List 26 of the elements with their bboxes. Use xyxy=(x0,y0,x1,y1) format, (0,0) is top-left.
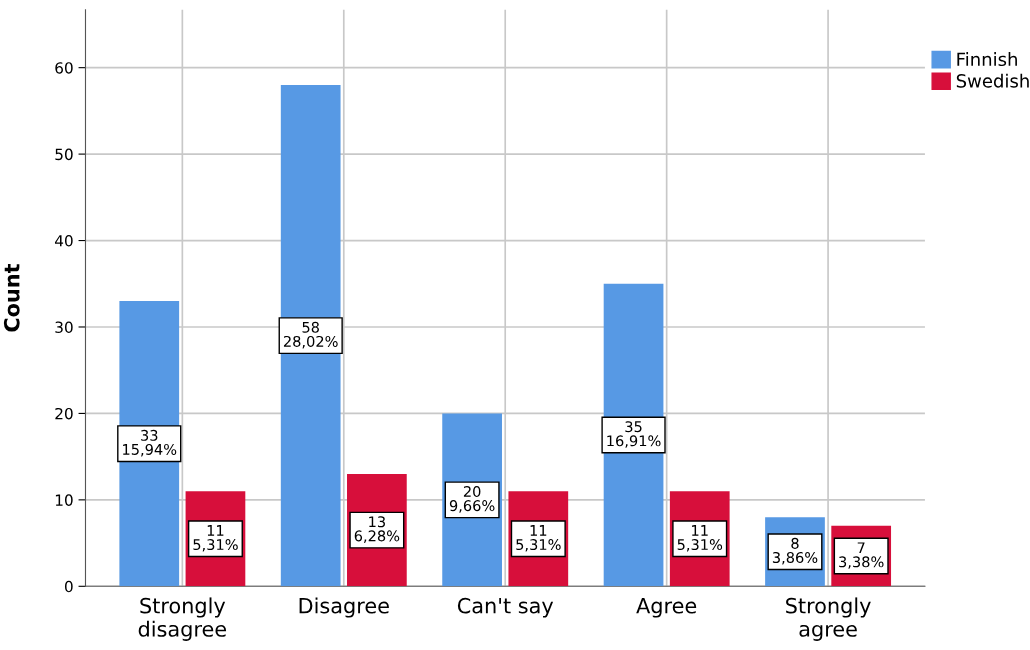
data-label: 13 6,28% xyxy=(354,516,400,543)
y-tick-label: 60 xyxy=(55,62,73,74)
data-label: 20 9,66% xyxy=(449,486,495,513)
x-tick-label: Disagree xyxy=(299,597,389,618)
y-tick-label: 20 xyxy=(55,407,73,420)
legend-label: Finnish xyxy=(957,52,1017,67)
y-tick-label: 30 xyxy=(55,321,73,333)
data-label: 7 3,38% xyxy=(839,542,884,569)
y-tick-label: 50 xyxy=(55,148,73,161)
legend-label: Swedish xyxy=(956,73,1029,88)
data-label: 11 5,31% xyxy=(516,525,561,552)
y-tick-label: 40 xyxy=(54,235,73,247)
x-tick-label: Agree xyxy=(636,598,697,618)
y-tick-label: 0 xyxy=(64,580,73,593)
data-label: 11 5,31% xyxy=(193,525,238,552)
data-label: 58 28,02% xyxy=(283,321,338,349)
x-tick-label: Strongly disagree xyxy=(138,597,227,641)
x-tick-label: Strongly agree xyxy=(786,597,871,641)
x-tick-label: Can't say xyxy=(457,597,554,618)
data-label: 33 15,94% xyxy=(123,429,177,457)
y-axis-title: Count xyxy=(3,263,20,332)
y-tick-label: 10 xyxy=(55,494,73,506)
bar xyxy=(280,84,341,587)
data-label: 35 16,91% xyxy=(607,421,661,448)
data-label: 11 5,31% xyxy=(677,525,723,552)
data-label: 8 3,86% xyxy=(772,537,818,565)
